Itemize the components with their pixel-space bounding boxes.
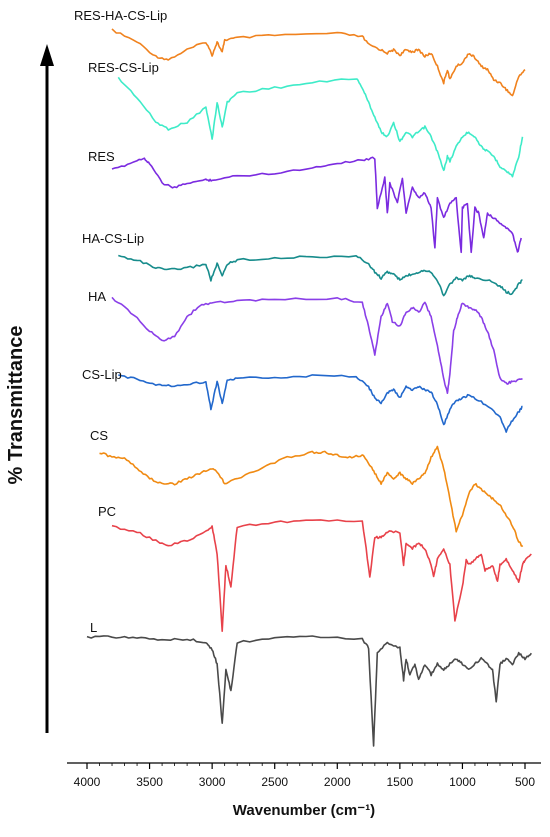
series-line-l xyxy=(86,635,532,747)
x-axis-title: Wavenumber (cm⁻¹) xyxy=(233,802,375,819)
series-label-res: RES xyxy=(88,149,115,164)
series-label-l: L xyxy=(90,620,97,635)
x-tick-label-2500: 2500 xyxy=(261,775,288,789)
series-label-cs: CS xyxy=(90,428,108,443)
series-label-ha-cs-lip: HA-CS-Lip xyxy=(82,231,144,246)
x-tick-label-1000: 1000 xyxy=(449,775,476,789)
x-tick-label-500: 500 xyxy=(515,775,535,789)
x-tick-label-4000: 4000 xyxy=(74,775,101,789)
y-axis-title: % Transmittance xyxy=(5,326,27,485)
plot-area xyxy=(86,28,532,747)
series-line-cs xyxy=(99,445,524,548)
x-tick-label-3000: 3000 xyxy=(199,775,226,789)
series-label-pc: PC xyxy=(98,504,116,519)
series-line-res xyxy=(111,156,522,254)
y-axis-arrow-head xyxy=(40,44,54,66)
series-labels: RES-HA-CS-Lip RES-CS-Lip RES HA-CS-Lip HA CS-… xyxy=(74,8,167,635)
series-line-pc xyxy=(111,519,532,632)
series-line-ha xyxy=(111,296,523,394)
series-line-ha-cs-lip xyxy=(118,254,523,297)
x-tick-label-3500: 3500 xyxy=(136,775,163,789)
series-label-res-ha-cs-lip: RES-HA-CS-Lip xyxy=(74,8,167,23)
y-axis-arrow xyxy=(40,44,54,733)
x-tick-label-1500: 1500 xyxy=(387,775,414,789)
series-label-cs-lip: CS-Lip xyxy=(82,367,122,382)
x-tick-label-2000: 2000 xyxy=(324,775,351,789)
series-label-ha: HA xyxy=(88,289,106,304)
series-label-res-cs-lip: RES-CS-Lip xyxy=(88,60,159,75)
x-axis-ticks: 4000 3500 3000 2500 2000 1500 1000 500 xyxy=(74,763,535,789)
series-line-res-ha-cs-lip xyxy=(111,28,526,97)
series-line-res-cs-lip xyxy=(117,76,524,178)
series-line-cs-lip xyxy=(118,374,523,433)
